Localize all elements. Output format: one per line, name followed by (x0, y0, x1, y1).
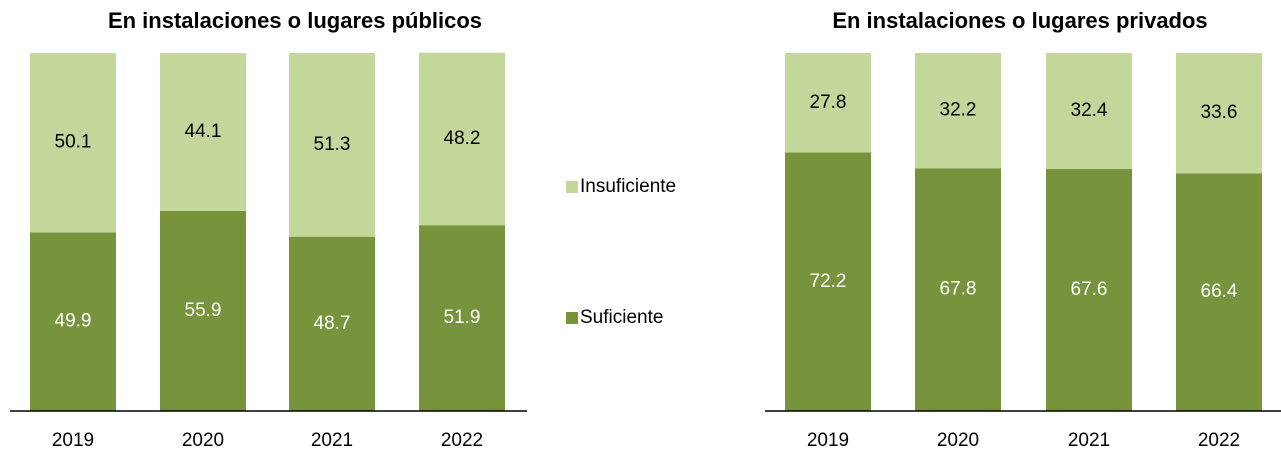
bar-segment (915, 53, 1001, 169)
x-tick-label: 2022 (1198, 430, 1240, 451)
data-label: 66.4 (1201, 281, 1238, 302)
bar-segment (289, 53, 375, 237)
bar-segment (160, 53, 246, 211)
bar-segment (1176, 173, 1262, 411)
chart-title: En instalaciones o lugares privados (832, 8, 1207, 33)
bar-segment (30, 232, 116, 411)
legend-swatch (566, 181, 578, 193)
data-label: 48.7 (314, 313, 351, 334)
x-tick-label: 2021 (1068, 430, 1110, 451)
x-tick-label: 2019 (807, 430, 849, 451)
chart-title: En instalaciones o lugares públicos (108, 8, 482, 33)
data-label: 51.9 (444, 307, 481, 328)
bar-segment (1046, 53, 1132, 169)
x-tick-label: 2021 (311, 430, 353, 451)
legend-label: Insuficiente (580, 176, 676, 197)
bar-segment (1176, 53, 1262, 174)
data-label: 44.1 (185, 121, 222, 142)
bar-segment (30, 53, 116, 233)
bar-segment (1046, 168, 1132, 411)
bar-segment (419, 52, 505, 226)
data-label: 33.6 (1201, 102, 1238, 123)
data-label: 67.8 (940, 279, 977, 300)
data-label: 55.9 (185, 300, 222, 321)
data-label: 32.4 (1071, 100, 1108, 121)
legend-swatch (566, 312, 578, 324)
data-label: 50.1 (55, 132, 92, 153)
x-tick-label: 2019 (52, 430, 94, 451)
bar-segment (785, 53, 871, 153)
x-tick-label: 2022 (441, 430, 483, 451)
legend-label: Suficiente (580, 307, 663, 328)
data-label: 72.2 (810, 271, 847, 292)
bar-segment (915, 168, 1001, 411)
bar-segment (419, 225, 505, 411)
x-tick-label: 2020 (182, 430, 224, 451)
data-label: 32.2 (940, 100, 977, 121)
bar-segment (289, 236, 375, 411)
data-label: 51.3 (314, 134, 351, 155)
bar-segment (160, 210, 246, 411)
data-label: 48.2 (444, 128, 481, 149)
bar-segment (785, 152, 871, 412)
data-label: 27.8 (810, 92, 847, 113)
data-label: 49.9 (55, 311, 92, 332)
data-label: 67.6 (1071, 279, 1108, 300)
x-tick-label: 2020 (937, 430, 979, 451)
